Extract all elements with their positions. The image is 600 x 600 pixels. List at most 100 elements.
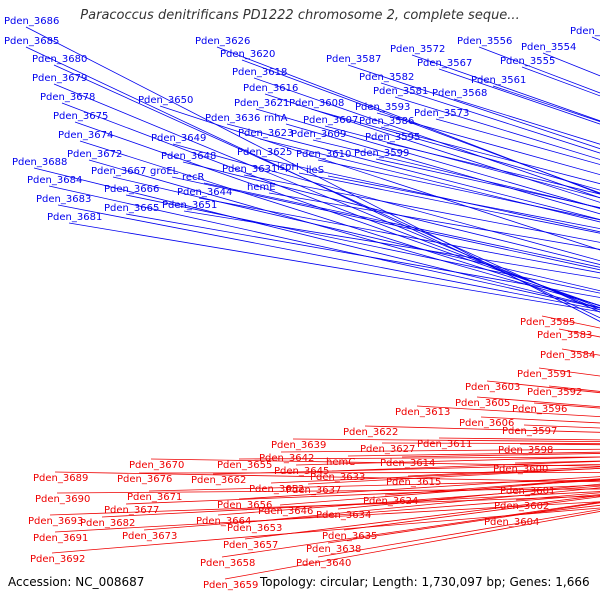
reverse-gene-label[interactable]: Pden_3664 — [196, 516, 251, 527]
reverse-gene-label[interactable]: Pden_3662 — [191, 475, 246, 486]
reverse-gene-label[interactable]: Pden_3601 — [500, 486, 555, 497]
forward-gene-label[interactable]: Pden_3666 — [104, 184, 159, 195]
reverse-gene-label[interactable]: Pden_3638 — [306, 544, 361, 555]
reverse-gene-label[interactable]: Pden_3634 — [316, 510, 371, 521]
reverse-gene-label[interactable]: Pden_3653 — [227, 523, 282, 534]
reverse-gene-label[interactable]: Pden_3604 — [484, 517, 539, 528]
forward-gene-label[interactable]: rnhA — [264, 113, 288, 124]
reverse-gene-label[interactable]: Pden_3690 — [35, 494, 90, 505]
forward-gene-label[interactable]: Pden_3683 — [36, 194, 91, 205]
reverse-gene-label[interactable]: Pden_3613 — [395, 407, 450, 418]
forward-gene-label[interactable]: Pden_3684 — [27, 175, 82, 186]
reverse-gene-label[interactable]: Pden_3676 — [117, 474, 172, 485]
forward-gene-label[interactable]: Pden_3667 — [91, 166, 146, 177]
reverse-gene-label[interactable]: Pden_3637 — [286, 485, 341, 496]
forward-gene-label[interactable]: Pden_3644 — [177, 187, 232, 198]
forward-gene-label[interactable]: Pden_3625 — [237, 147, 292, 158]
reverse-gene-label[interactable]: Pden_3671 — [127, 492, 182, 503]
reverse-gene-label[interactable]: Pden_3659 — [203, 580, 258, 591]
forward-gene-label[interactable]: Pden_3650 — [138, 95, 193, 106]
reverse-gene-label[interactable]: Pden_3603 — [465, 382, 520, 393]
reverse-gene-label[interactable]: Pden_3693 — [28, 516, 83, 527]
forward-gene-label[interactable]: groEL — [150, 166, 179, 177]
reverse-gene-label[interactable]: Pden_3614 — [380, 458, 435, 469]
forward-gene-label[interactable]: Pden_3561 — [471, 75, 526, 86]
forward-gene-label[interactable]: Pden_3546 — [570, 26, 600, 37]
forward-gene-label[interactable]: Pden_3623 — [238, 128, 293, 139]
forward-gene-label[interactable]: Pden_3610 — [296, 149, 351, 160]
reverse-gene-label[interactable]: Pden_3655 — [217, 460, 272, 471]
forward-gene-label[interactable]: Pden_3554 — [521, 42, 576, 53]
reverse-gene-label[interactable]: Pden_3689 — [33, 473, 88, 484]
reverse-gene-label[interactable]: Pden_3622 — [343, 427, 398, 438]
reverse-gene-label[interactable]: Pden_3600 — [493, 464, 548, 475]
reverse-gene-label[interactable]: Pden_3652 — [249, 484, 304, 495]
forward-gene-label[interactable]: Pden_3568 — [432, 88, 487, 99]
reverse-gene-label[interactable]: Pden_3640 — [296, 558, 351, 569]
forward-gene-label[interactable]: ispH — [277, 162, 299, 173]
forward-gene-label[interactable]: Pden_3582 — [359, 72, 414, 83]
forward-gene-label[interactable]: Pden_3685 — [4, 36, 59, 47]
reverse-gene-label[interactable]: Pden_3583 — [537, 330, 592, 341]
reverse-gene-label[interactable]: Pden_3646 — [258, 506, 313, 517]
reverse-gene-label[interactable]: Pden_3598 — [498, 445, 553, 456]
forward-gene-label[interactable]: Pden_3620 — [220, 49, 275, 60]
reverse-gene-label[interactable]: Pden_3677 — [104, 505, 159, 516]
forward-gene-label[interactable]: recR — [182, 172, 205, 183]
reverse-gene-label[interactable]: Pden_3691 — [33, 533, 88, 544]
forward-gene-label[interactable]: Pden_3616 — [243, 83, 298, 94]
reverse-gene-label[interactable]: Pden_3645 — [274, 466, 329, 477]
forward-gene-label[interactable]: Pden_3674 — [58, 130, 113, 141]
forward-gene-label[interactable]: Pden_3608 — [289, 98, 344, 109]
reverse-gene-label[interactable]: Pden_3624 — [363, 496, 418, 507]
forward-gene-label[interactable]: Pden_3688 — [12, 157, 67, 168]
forward-gene-label[interactable]: Pden_3626 — [195, 36, 250, 47]
forward-gene-label[interactable]: Pden_3556 — [457, 36, 512, 47]
forward-gene-label[interactable]: Pden_3686 — [4, 16, 59, 27]
forward-gene-label[interactable]: Pden_3631 — [222, 164, 277, 175]
forward-gene-label[interactable]: Pden_3679 — [32, 73, 87, 84]
reverse-gene-label[interactable]: Pden_3657 — [223, 540, 278, 551]
forward-gene-label[interactable]: Pden_3675 — [53, 111, 108, 122]
reverse-gene-label[interactable]: Pden_3611 — [417, 439, 472, 450]
reverse-gene-label[interactable]: Pden_3592 — [527, 387, 582, 398]
forward-gene-label[interactable]: Pden_3567 — [417, 58, 472, 69]
reverse-gene-label[interactable]: Pden_3692 — [30, 554, 85, 565]
forward-gene-label[interactable]: Pden_3636 — [205, 113, 260, 124]
forward-gene-label[interactable]: Pden_3581 — [373, 86, 428, 97]
forward-gene-label[interactable]: Pden_3607 — [303, 115, 358, 126]
reverse-gene-label[interactable]: Pden_3606 — [459, 418, 514, 429]
reverse-gene-label[interactable]: Pden_3658 — [200, 558, 255, 569]
forward-gene-label[interactable]: Pden_3595 — [365, 132, 420, 143]
forward-gene-label[interactable]: Pden_3587 — [326, 54, 381, 65]
reverse-gene-label[interactable]: Pden_3642 — [259, 453, 314, 464]
reverse-gene-label[interactable]: Pden_3639 — [271, 440, 326, 451]
reverse-gene-label[interactable]: Pden_3673 — [122, 531, 177, 542]
reverse-gene-label[interactable]: Pden_3635 — [322, 531, 377, 542]
forward-gene-label[interactable]: Pden_3586 — [359, 116, 414, 127]
reverse-gene-label[interactable]: Pden_3596 — [512, 404, 567, 415]
forward-gene-label[interactable]: Pden_3555 — [500, 56, 555, 67]
forward-gene-label[interactable]: Pden_3651 — [162, 200, 217, 211]
forward-gene-label[interactable]: Pden_3609 — [291, 129, 346, 140]
reverse-gene-label[interactable]: Pden_3656 — [217, 500, 272, 511]
forward-gene-label[interactable]: hemE — [247, 182, 276, 193]
forward-gene-label[interactable]: Pden_3572 — [390, 44, 445, 55]
reverse-gene-label[interactable]: Pden_3602 — [494, 501, 549, 512]
reverse-gene-label[interactable]: Pden_3633 — [310, 472, 365, 483]
reverse-gene-label[interactable]: Pden_3605 — [455, 398, 510, 409]
reverse-gene-label[interactable]: Pden_3627 — [360, 444, 415, 455]
forward-gene-label[interactable]: Pden_3680 — [32, 54, 87, 65]
forward-gene-label[interactable]: Pden_3665 — [104, 203, 159, 214]
reverse-gene-label[interactable]: Pden_3670 — [129, 460, 184, 471]
forward-gene-label[interactable]: Pden_3672 — [67, 149, 122, 160]
forward-gene-label[interactable]: Pden_3678 — [40, 92, 95, 103]
reverse-gene-label[interactable]: Pden_3584 — [540, 350, 595, 361]
forward-gene-label[interactable]: Pden_3649 — [151, 133, 206, 144]
forward-gene-label[interactable]: Pden_3681 — [47, 212, 102, 223]
reverse-gene-label[interactable]: Pden_3585 — [520, 317, 575, 328]
forward-gene-label[interactable]: Pden_3599 — [354, 148, 409, 159]
reverse-gene-label[interactable]: hemC — [326, 457, 355, 468]
forward-gene-label[interactable]: Pden_3621 — [234, 98, 289, 109]
reverse-gene-label[interactable]: Pden_3615 — [386, 477, 441, 488]
